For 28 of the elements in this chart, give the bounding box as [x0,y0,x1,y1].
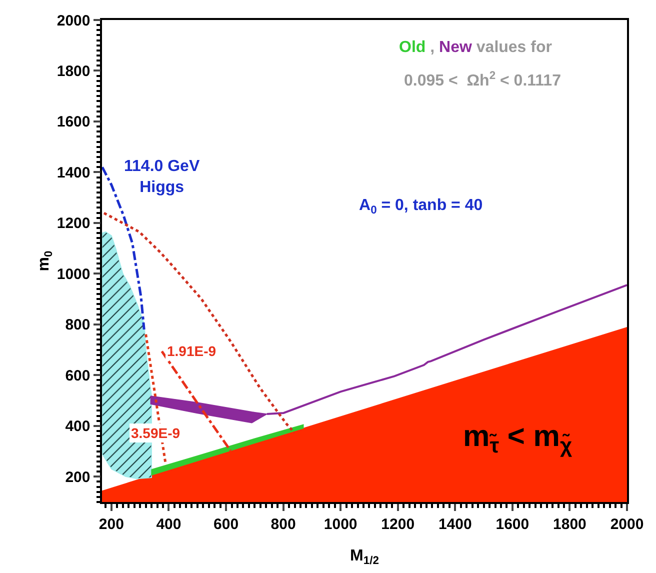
x-tick-label: 1800 [553,516,586,533]
y-tick-label: 600 [65,367,90,384]
annotation: 3.59E-9 [131,425,180,441]
y-tick-label: 1600 [56,114,90,131]
x-tick-label: 400 [156,516,182,533]
y-tick-label: 800 [65,316,90,334]
annotation: Old , New values for [399,39,552,56]
annotation: m$_{τ̃}$ < m$_{χ̃}$ [463,420,572,458]
annotation: 114.0 GeV Higgs [124,158,200,196]
x-tick-label: 600 [214,516,239,533]
x-tick-label: 200 [98,516,124,533]
y-tick-label: 200 [65,468,90,486]
y-tick-label: 2000 [56,12,90,30]
y-tick-label: 1800 [56,62,90,80]
annotation: A$_{0}$ = 0, tanb = 40 [359,197,483,216]
x-tick-label: 1400 [438,516,472,533]
y-tick-label: 400 [65,418,90,436]
x-tick-label: 1600 [496,516,530,533]
x-tick-label: 2000 [610,516,644,533]
x-tick-label: 1000 [324,516,358,533]
x-tick-label: 1200 [381,516,415,533]
x-tick-label: 800 [270,516,296,533]
y-tick-label: 1000 [56,266,90,283]
annotation: 1.91E-9 [167,343,216,359]
y-tick-label: 1200 [56,215,90,232]
annotation: 0.095 < Ωh$^{2}$ < 0.1117 [404,70,562,90]
y-tick-label: 1400 [56,164,90,182]
x-axis-title: M$_{1/2}$ [350,548,379,567]
